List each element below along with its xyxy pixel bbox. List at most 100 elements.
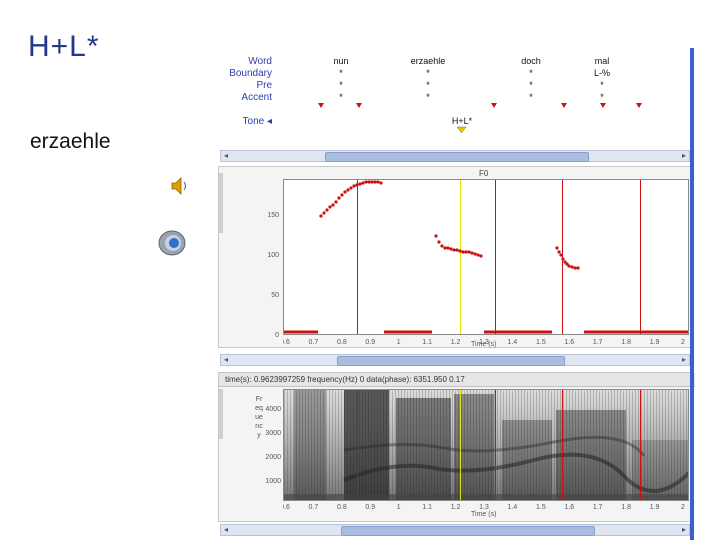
x-tick-label: 1.3 xyxy=(479,339,489,346)
tier-label-accent: Accent xyxy=(241,92,272,103)
x-tick-label: 0.9 xyxy=(365,339,375,346)
spectrogram-panel: time(s): 0.9623997259 frequency(Hz) 0 da… xyxy=(218,372,695,522)
spectrogram-image xyxy=(284,390,688,500)
y-tick-label: 4000 xyxy=(265,406,281,413)
scroll-right-icon[interactable]: ▸ xyxy=(681,355,686,364)
spectrogram-info-bar: time(s): 0.9623997259 frequency(Hz) 0 da… xyxy=(219,373,695,387)
f0-panel-title: F0 xyxy=(479,169,489,178)
x-tick-label: 0.8 xyxy=(337,504,347,511)
x-tick-label: 0.8 xyxy=(337,339,347,346)
f0-y-axis: 150 100 50 0 xyxy=(267,212,279,339)
word-cell[interactable]: nun xyxy=(333,56,349,66)
panel-side-bar xyxy=(219,173,223,233)
boundary-marker xyxy=(600,103,606,108)
tone-marker[interactable] xyxy=(457,126,467,134)
x-tick-label: 1.8 xyxy=(621,339,631,346)
word-cell[interactable]: doch xyxy=(521,56,541,66)
tier-label-word: Word xyxy=(248,56,272,67)
tier-label-tone[interactable]: Tone ◂ xyxy=(242,116,272,127)
x-tick-label: 1.7 xyxy=(593,504,603,511)
f0-panel: F0 xyxy=(218,166,694,348)
y-tick-label: 0 xyxy=(275,332,279,339)
pre-cell[interactable]: * xyxy=(600,80,604,90)
boundary-marker xyxy=(318,103,324,108)
annotation-tool: Word Boundary Pre Accent Tone ◂ nun * * … xyxy=(218,44,695,540)
pre-cell[interactable]: * xyxy=(339,80,343,90)
x-tick-label: 1.3 xyxy=(479,504,489,511)
y-tick-label: 150 xyxy=(267,212,279,219)
y-tick-label: 100 xyxy=(267,252,279,259)
accent-cell[interactable]: * xyxy=(339,92,343,102)
f0-plot[interactable] xyxy=(283,179,689,335)
boundary-cell[interactable]: * xyxy=(426,68,430,78)
pre-cell[interactable]: * xyxy=(426,80,430,90)
speaker-large-icon[interactable] xyxy=(155,228,189,263)
boundary-marker xyxy=(356,103,362,108)
boundary-marker xyxy=(491,103,497,108)
x-tick-label: 1 xyxy=(397,339,401,346)
f0-x-axis: 0.6 0.7 0.8 0.9 1 1.1 1.2 1.3 1.4 1.5 1.6 1.7 1.8 1.9… xyxy=(283,339,685,346)
scroll-thumb[interactable] xyxy=(337,356,565,366)
x-tick-label: 2 xyxy=(681,504,685,511)
scroll-right-icon[interactable]: ▸ xyxy=(681,525,686,534)
speaker-icon[interactable] xyxy=(170,175,192,202)
scroll-left-icon[interactable]: ◂ xyxy=(223,525,228,534)
scroll-thumb[interactable] xyxy=(341,526,595,536)
horizontal-scrollbar[interactable]: ◂ ▸ xyxy=(220,354,690,366)
x-tick-label: 1.2 xyxy=(451,504,461,511)
x-tick-label: 1.4 xyxy=(508,504,518,511)
word-cell[interactable]: erzaehle xyxy=(410,56,446,66)
boundary-line xyxy=(495,180,496,334)
spectrogram-y-axis: 4000 3000 2000 1000 xyxy=(265,406,281,485)
y-tick-label: 2000 xyxy=(265,454,281,461)
f0-contour xyxy=(284,180,688,334)
horizontal-scrollbar[interactable]: ◂ ▸ xyxy=(220,150,690,162)
x-tick-label: 1.9 xyxy=(650,339,660,346)
x-tick-label: 1.5 xyxy=(536,504,546,511)
x-tick-label: 0.7 xyxy=(309,339,319,346)
boundary-line xyxy=(357,390,358,500)
boundary-cell[interactable]: * xyxy=(339,68,343,78)
scroll-thumb[interactable] xyxy=(325,152,589,162)
accent-cell[interactable]: * xyxy=(426,92,430,102)
x-tick-label: 1.1 xyxy=(422,339,432,346)
accent-cell[interactable]: * xyxy=(600,92,604,102)
accent-cell[interactable]: * xyxy=(529,92,533,102)
x-tick-label: 0.6 xyxy=(283,504,290,511)
boundary-markers[interactable] xyxy=(218,102,694,112)
x-tick-label: 0.6 xyxy=(283,339,290,346)
x-tick-label: 0.9 xyxy=(365,504,375,511)
tone-cursor-line xyxy=(460,180,461,334)
x-tick-label: 1.9 xyxy=(650,504,660,511)
x-tick-label: 1.6 xyxy=(564,504,574,511)
vertical-scrollbar[interactable] xyxy=(690,48,694,540)
y-tick-label: 50 xyxy=(271,292,279,299)
tone-cursor-line xyxy=(460,390,461,500)
boundary-marker xyxy=(636,103,642,108)
x-tick-label: 1.6 xyxy=(564,339,574,346)
tone-label[interactable]: H+L* xyxy=(451,116,473,126)
y-tick-label: 1000 xyxy=(265,478,281,485)
word-cell[interactable]: mal xyxy=(594,56,610,66)
slide-title: H+L* xyxy=(28,30,100,63)
x-tick-label: 1.5 xyxy=(536,339,546,346)
x-tick-label: 1 xyxy=(397,504,401,511)
horizontal-scrollbar[interactable]: ◂ ▸ xyxy=(220,524,690,536)
spectrogram-x-axis-label: Time (s) xyxy=(471,511,497,518)
boundary-line xyxy=(640,180,641,334)
x-tick-label: 2 xyxy=(681,339,685,346)
boundary-cell[interactable]: L-% xyxy=(593,68,610,78)
spectrogram-y-axis-label: Frequency xyxy=(255,396,263,439)
scroll-right-icon[interactable]: ▸ xyxy=(681,151,686,160)
scroll-left-icon[interactable]: ◂ xyxy=(223,151,228,160)
x-tick-label: 1.2 xyxy=(451,339,461,346)
boundary-cell[interactable]: * xyxy=(529,68,533,78)
tier-label-boundary: Boundary xyxy=(229,68,272,79)
spectrogram-plot[interactable] xyxy=(283,389,689,501)
x-tick-label: 0.7 xyxy=(309,504,319,511)
pre-cell[interactable]: * xyxy=(529,80,533,90)
x-tick-label: 1.8 xyxy=(621,504,631,511)
scroll-left-icon[interactable]: ◂ xyxy=(223,355,228,364)
panel-side-bar xyxy=(219,389,223,439)
x-tick-label: 1.7 xyxy=(593,339,603,346)
